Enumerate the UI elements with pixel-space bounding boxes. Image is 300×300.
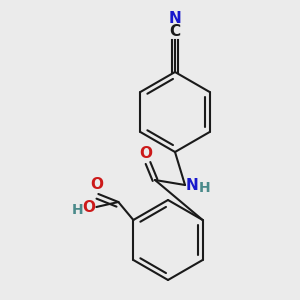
Text: O: O bbox=[90, 177, 103, 192]
Text: O: O bbox=[140, 146, 152, 161]
Text: C: C bbox=[169, 24, 181, 39]
Text: N: N bbox=[186, 178, 199, 193]
Text: N: N bbox=[169, 11, 182, 26]
Text: H: H bbox=[72, 203, 83, 217]
Text: O: O bbox=[82, 200, 95, 215]
Text: H: H bbox=[199, 181, 211, 195]
